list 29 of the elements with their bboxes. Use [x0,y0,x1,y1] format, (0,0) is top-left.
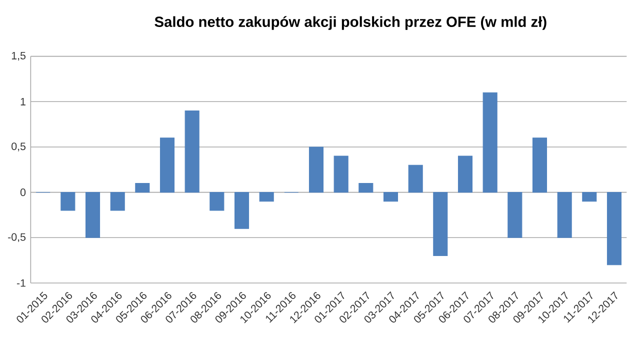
bar [582,192,597,202]
y-tick-label: -1 [16,279,26,287]
chart-title: Saldo netto zakupów akcji polskich przez OFE (w mld zł) [154,16,546,30]
bar [508,192,522,238]
bar [458,156,473,193]
bar [259,192,274,202]
y-tick-label: 1 [20,98,26,106]
y-tick-label: -0,5 [8,233,26,242]
bar [160,138,175,193]
bar [557,192,572,238]
bar [334,156,348,193]
bar [383,192,398,202]
bar [210,192,224,211]
y-tick-label: 0,5 [12,142,26,152]
bar [60,192,76,211]
bar [532,138,548,193]
bar [85,192,100,238]
bar [482,92,498,193]
bar [408,164,423,193]
bar [110,192,125,211]
bar [358,182,374,193]
bar [135,182,150,193]
y-tick-label: 1,5 [12,52,26,61]
y-tick-label: 0 [20,188,26,196]
bar [433,192,448,256]
bar [606,192,622,266]
bar [234,192,250,229]
bar [184,110,200,193]
bar [308,146,324,193]
